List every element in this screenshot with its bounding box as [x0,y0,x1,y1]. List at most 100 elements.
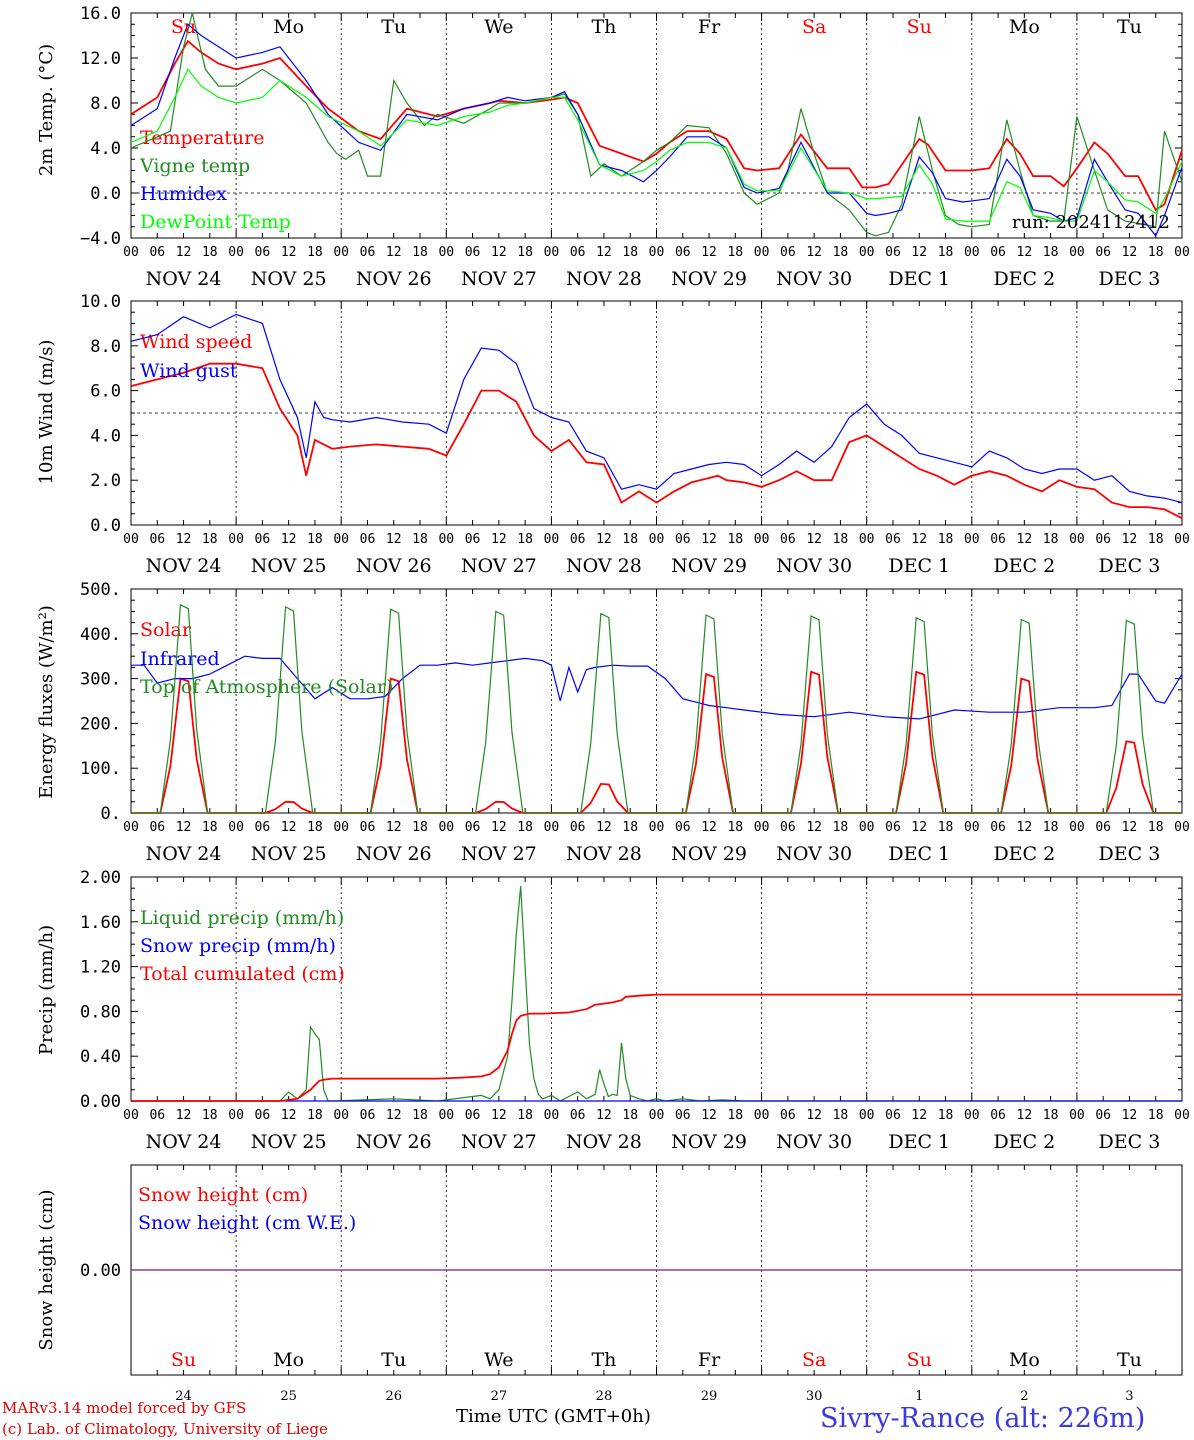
hour-tick-label: 18 [833,245,849,260]
hour-tick-label: 12 [701,532,717,547]
date-label: NOV 28 [566,1131,642,1153]
panel-energy: 0. 100. 200. 300. 400. 500. Energy fluxes (W/m… [36,580,1190,865]
weekday-label: Mo [1009,16,1040,38]
day-number-label: 30 [806,1389,823,1404]
series-wind-0 [130,362,1183,520]
weekday-label: Tu [1117,1349,1142,1371]
date-label: NOV 28 [566,555,642,577]
station-name: Sivry-Rance (alt: 226m) [820,1403,1146,1434]
weekday-label: Mo [1009,1349,1040,1371]
series-precip-0 [131,885,1182,1102]
y-tick-label: 0.40 [80,1047,121,1067]
date-label: NOV 25 [251,268,327,290]
hour-tick-label: 12 [911,245,927,260]
y-tick-label: 8.0 [90,337,121,357]
hour-tick-label: 06 [360,1108,376,1123]
hour-tick-label: 18 [307,1108,323,1123]
hour-tick-label: 00 [123,532,139,547]
hour-tick-label: 06 [570,1108,586,1123]
hour-tick-label: 12 [806,820,822,835]
date-label: NOV 29 [671,843,747,865]
legend-entry: Wind speed [140,331,252,353]
y-axis-label: 2m Temp. (°C) [36,44,57,176]
date-label: NOV 26 [356,843,432,865]
hour-tick-label: 00 [964,532,980,547]
day-number-label: 27 [491,1389,508,1404]
weekday-label: Th [591,16,616,38]
hour-tick-label: 18 [727,1108,743,1123]
y-tick-label: 0.0 [90,184,121,204]
hour-tick-label: 06 [885,245,901,260]
legend-entry: Top of Atmosphere (Solar) [140,676,393,698]
hour-tick-label: 12 [176,245,192,260]
series-wind-1 [130,313,1183,504]
legend-entry: Snow precip (mm/h) [140,935,336,957]
y-tick-label: 300. [80,670,121,690]
hour-tick-label: 00 [754,1108,770,1123]
hour-tick-label: 12 [176,1108,192,1123]
date-label: NOV 27 [461,268,537,290]
legend-entry: Total cumulated (cm) [140,963,345,985]
hour-tick-label: 12 [1017,532,1033,547]
date-label: DEC 1 [888,1131,950,1153]
legend-entry: Liquid precip (mm/h) [140,907,344,929]
date-label: DEC 1 [888,843,950,865]
hour-tick-label: 12 [701,820,717,835]
date-label: DEC 3 [1099,1131,1161,1153]
date-label: DEC 3 [1099,555,1161,577]
hour-tick-label: 12 [911,1108,927,1123]
hour-tick-label: 18 [202,820,218,835]
hour-tick-label: 12 [806,532,822,547]
hour-tick-label: 00 [438,1108,454,1123]
hour-tick-label: 12 [176,820,192,835]
hour-tick-label: 12 [281,820,297,835]
hour-tick-label: 00 [438,820,454,835]
legend-entry: Solar [140,619,192,641]
hour-tick-label: 18 [622,532,638,547]
hour-tick-label: 06 [990,532,1006,547]
y-axis-label: 10m Wind (m/s) [36,340,57,485]
legend-entry: DewPoint Temp [140,211,291,233]
y-tick-label: −4.0 [80,229,121,249]
y-tick-label: 12.0 [80,49,121,69]
weekday-label: Mo [273,16,304,38]
hour-tick-label: 12 [596,1108,612,1123]
hour-tick-label: 00 [754,245,770,260]
y-tick-label: 100. [80,759,121,779]
hour-tick-label: 12 [806,1108,822,1123]
y-tick-label: 0. [101,804,121,824]
legend-entry: Infrared [140,648,220,670]
hour-tick-label: 06 [885,820,901,835]
weekday-label: Sa [802,1349,826,1371]
weekday-label: Tu [381,1349,406,1371]
legend-entry: Snow height (cm) [138,1184,308,1206]
y-axis-label: Precip (mm/h) [36,925,57,1055]
date-label: NOV 27 [461,555,537,577]
weekday-label: Fr [698,16,721,38]
hour-tick-label: 06 [360,820,376,835]
hour-tick-label: 06 [149,820,165,835]
hour-tick-label: 12 [491,245,507,260]
hour-tick-label: 18 [412,245,428,260]
hour-tick-label: 00 [228,245,244,260]
hour-tick-label: 18 [727,245,743,260]
hour-tick-label: 18 [938,532,954,547]
y-tick-label: 10.0 [80,292,121,312]
hour-tick-label: 12 [1122,1108,1138,1123]
date-label: NOV 24 [146,268,222,290]
hour-tick-label: 18 [307,532,323,547]
hour-tick-label: 00 [859,820,875,835]
day-number-label: 1 [915,1389,923,1404]
hour-tick-label: 18 [833,532,849,547]
date-label: DEC 2 [993,555,1055,577]
hour-tick-label: 18 [1148,820,1164,835]
hour-tick-label: 18 [412,1108,428,1123]
date-label: NOV 30 [776,268,852,290]
weekday-label: Su [907,16,932,38]
hour-tick-label: 00 [859,1108,875,1123]
hour-tick-label: 06 [570,245,586,260]
series-energy-1 [131,655,1183,720]
hour-tick-label: 06 [885,532,901,547]
date-label: NOV 24 [146,843,222,865]
date-label: DEC 3 [1099,268,1161,290]
